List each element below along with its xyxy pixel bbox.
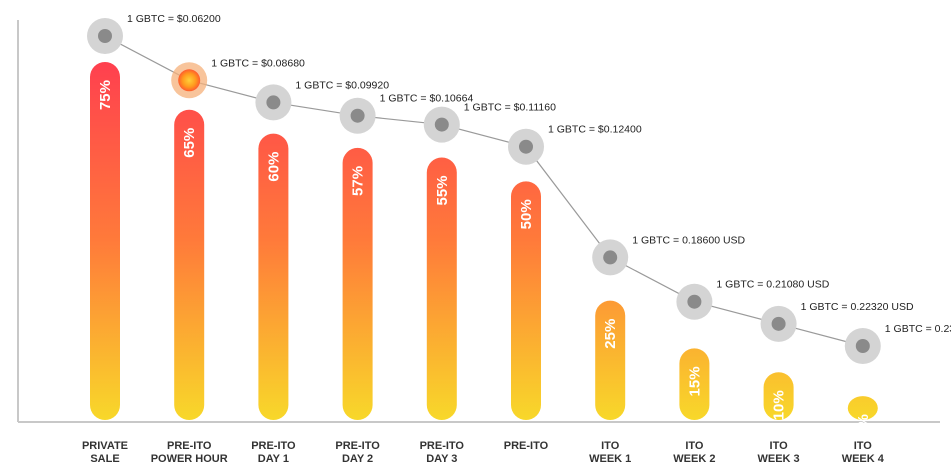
price-point [87,18,123,54]
category-label: SALE [90,453,119,465]
category-label: WEEK 1 [589,453,631,465]
bar [90,62,120,420]
category-label: ITO [770,440,789,452]
bar [595,300,626,420]
bar [679,348,710,420]
category-label: PRE-ITO [504,440,549,452]
category-label: WEEK 2 [673,453,715,465]
category-label: DAY 2 [342,453,373,465]
bar [258,133,289,420]
category-label: WEEK 3 [758,453,800,465]
price-point [339,97,376,134]
price-labels: 1 GBTC = $0.06200 1 GBTC = $0.08680 1 GBTC… [127,13,951,335]
category-label: WEEK 4 [842,453,885,465]
bar-value-label: 60% [265,152,282,182]
bar [847,396,878,420]
category-label: ITO [601,440,620,452]
price-label: 1 GBTC = 0.23560 USD [885,323,951,335]
category-label: DAY 1 [258,453,289,465]
price-point [592,239,629,276]
bar-value-label: 50% [518,199,535,229]
price-point [676,283,713,320]
bar [426,157,457,420]
bar-value-label: 10% [771,390,788,420]
bar-value-label: 65% [181,128,198,158]
bar-value-label: 5% [855,414,872,436]
price-label: 1 GBTC = 0.21080 USD [716,279,829,291]
category-label: PRE-ITO [251,440,296,452]
price-point [171,62,208,99]
category-label: ITO [685,440,704,452]
category-label: PRE-ITO [420,440,465,452]
bar [342,147,373,421]
bars: 75% 65% 60% 57% 55% 50% 25% 15% 10% 5% [90,62,878,436]
category-label: POWER HOUR [151,453,228,465]
bar [174,109,205,420]
price-label: 1 GBTC = $0.12400 [548,124,642,136]
price-label: 1 GBTC = $0.10664 [380,93,474,105]
category-label: ITO [854,440,873,452]
price-label: 1 GBTC = $0.09920 [295,79,389,91]
category-label: PRE-ITO [167,440,212,452]
price-label: 1 GBTC = 0.22320 USD [801,301,914,313]
price-point [423,106,460,143]
price-label: 1 GBTC = $0.11160 [464,102,556,114]
bar [511,181,541,420]
price-label: 1 GBTC = $0.06200 [127,13,221,25]
price-point [255,84,292,121]
price-point [844,328,881,364]
price-point [508,128,544,165]
price-label: 1 GBTC = 0.18600 USD [632,234,745,246]
bar-value-label: 75% [97,80,114,110]
price-label: 1 GBTC = $0.08680 [211,57,305,69]
bar-value-label: 25% [602,319,619,349]
bar [763,372,794,420]
price-series-line [104,35,863,347]
bar-value-label: 55% [434,175,451,205]
category-label: DAY 3 [426,453,457,465]
price-point [760,305,797,342]
category-label: PRE-ITO [335,440,380,452]
bar-value-label: 57% [350,166,367,196]
category-label: PRIVATE [82,440,128,452]
bar-value-label: 15% [686,366,703,396]
axes [17,20,940,423]
price-line [104,35,863,347]
price-markers [87,18,881,364]
